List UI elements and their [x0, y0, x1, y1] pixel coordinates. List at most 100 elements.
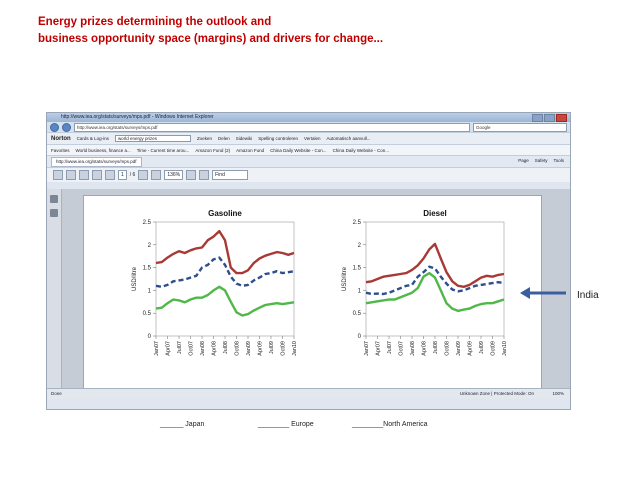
toolbar-item-search[interactable]: Zoeken	[196, 136, 212, 141]
zoom-out-icon[interactable]	[138, 170, 149, 180]
y-tick-label: 1.5	[353, 266, 362, 272]
legend-japan: ______ Japan	[160, 421, 205, 428]
x-tick-label: Jul07	[177, 341, 183, 354]
google-search-field[interactable]: world energy prizes	[114, 135, 191, 142]
x-tick-label: Apr07	[376, 341, 382, 356]
favorites-bar: Favorites World business, finance a... T…	[47, 144, 570, 155]
save-icon[interactable]	[53, 170, 63, 180]
x-tick-label: Oct07	[399, 341, 405, 356]
browser-window: http://www.iea.org/stats/surveys/mps.pdf…	[46, 112, 571, 410]
attachments-icon[interactable]	[50, 209, 58, 217]
address-bar[interactable]: http://www.iea.org/stats/surveys/mps.pdf	[74, 122, 470, 132]
forward-button[interactable]	[62, 122, 71, 132]
status-text: Done	[51, 391, 62, 396]
norton-toolbar: Norton Cards & Log-ins world energy priz…	[47, 132, 570, 144]
series-line-japan	[365, 242, 505, 289]
x-tick-label: Jul07	[387, 341, 393, 354]
minimize-button[interactable]	[532, 114, 543, 122]
y-tick-label: 0.5	[353, 311, 362, 317]
slide-title-line2: business opportunity space (margins) and…	[38, 33, 384, 45]
y-tick-label: 1.5	[143, 266, 152, 272]
x-tick-label: Oct07	[189, 341, 195, 356]
y-tick-label: 0	[358, 334, 362, 340]
x-tick-label: Jan10	[502, 341, 508, 356]
y-tick-label: 2.5	[143, 220, 152, 226]
x-tick-label: Apr09	[468, 341, 474, 356]
page-count: / 6	[129, 172, 136, 178]
pages-panel-icon[interactable]	[50, 195, 58, 203]
favorite-link[interactable]: China Daily Website - Con...	[332, 147, 390, 153]
fit-width-icon[interactable]	[199, 170, 210, 180]
pdf-viewer: Gasoline 0 0.5 1 1.5 2 2.5 USD/litre Jan07 Apr07 J…	[47, 189, 570, 399]
x-tick-label: Jan07	[154, 341, 160, 356]
window-titlebar: http://www.iea.org/stats/surveys/mps.pdf…	[47, 113, 570, 122]
window-controls	[532, 114, 567, 122]
toolbar-item-autofill[interactable]: Automatisch aanvull...	[326, 136, 371, 141]
toolbar-item-sidewiki[interactable]: Sidewiki	[235, 136, 253, 141]
pdf-charts: Gasoline 0 0.5 1 1.5 2 2.5 USD/litre Jan07 Apr07 J…	[132, 209, 508, 356]
zoom-level[interactable]: 100%	[552, 391, 564, 396]
legend-europe: ________ Europe	[258, 421, 314, 428]
toolbar-item-translate[interactable]: Vertalen	[304, 136, 321, 141]
email-icon[interactable]	[79, 170, 89, 180]
tools-menu[interactable]: Tools	[553, 158, 564, 163]
prev-page-icon[interactable]	[92, 170, 102, 180]
toolbar-item-share[interactable]: Delen	[217, 136, 230, 141]
norton-logo[interactable]: Norton	[51, 135, 71, 142]
security-zone: Unknown Zone | Protected Mode: On	[459, 391, 534, 396]
series-line-north-america	[365, 271, 505, 313]
pdf-sidebar	[47, 189, 62, 399]
x-tick-label: Jan08	[410, 341, 416, 356]
x-tick-label: Jan09	[456, 341, 462, 356]
x-tick-label: Apr09	[258, 341, 264, 356]
y-tick-label: 2	[148, 243, 152, 249]
identity-button[interactable]: Cards & Log-ins	[76, 136, 109, 141]
x-tick-label: Oct09	[281, 341, 287, 356]
y-tick-label: 1	[148, 288, 152, 294]
browser-search-input[interactable]: Google	[473, 122, 567, 132]
legend-north-america: ________North America	[352, 421, 428, 428]
next-page-icon[interactable]	[105, 170, 115, 180]
pdf-page: Gasoline 0 0.5 1 1.5 2 2.5 USD/litre Jan07 Apr07 J…	[83, 195, 542, 395]
print-icon[interactable]	[66, 170, 76, 180]
series-line-north-america	[155, 285, 295, 317]
x-tick-label: Jul09	[269, 341, 275, 354]
x-tick-label: Oct08	[445, 341, 451, 356]
address-row: http://www.iea.org/stats/surveys/mps.pdf…	[47, 122, 570, 132]
series-line-europe	[365, 265, 505, 296]
back-button[interactable]	[50, 122, 59, 132]
x-tick-label: Jul08	[433, 341, 439, 354]
arrow-icon	[520, 287, 566, 299]
x-tick-label: Jan10	[292, 341, 298, 356]
x-tick-label: Jan08	[200, 341, 206, 356]
page-menu[interactable]: Page	[518, 158, 529, 163]
series-line-japan	[155, 229, 295, 275]
x-tick-label: Jul09	[479, 341, 485, 354]
status-bar: Done Unknown Zone | Protected Mode: On 1…	[47, 388, 570, 399]
close-button[interactable]	[556, 114, 567, 122]
fit-page-icon[interactable]	[186, 170, 197, 180]
favorites-button[interactable]: Favorites	[51, 147, 70, 153]
favorite-link[interactable]: World business, finance a...	[75, 147, 131, 153]
favorite-link[interactable]: Time - Current time arou...	[136, 147, 190, 153]
slide-title: Energy prizes determining the outlook an…	[38, 14, 383, 48]
x-tick-label: Jul08	[223, 341, 229, 354]
x-tick-label: Apr08	[212, 341, 218, 356]
favorite-link[interactable]: Amazon Fund (2)	[195, 147, 231, 153]
find-input[interactable]: Find	[212, 170, 249, 180]
chart-title: Gasoline	[208, 209, 242, 218]
window-title: http://www.iea.org/stats/surveys/mps.pdf…	[61, 114, 214, 120]
zoom-in-icon[interactable]	[151, 170, 162, 180]
page-number-input[interactable]: 1	[118, 170, 127, 180]
maximize-button[interactable]	[544, 114, 555, 122]
y-tick-label: 2	[358, 243, 362, 249]
favorite-link[interactable]: Amazon Fund	[236, 147, 265, 153]
tab-pdf[interactable]: http://www.iea.org/stats/surveys/mps.pdf	[51, 156, 142, 167]
y-tick-label: 0.5	[143, 311, 152, 317]
favorite-link[interactable]: China Daily Website - Con...	[270, 147, 327, 153]
y-tick-label: 1	[358, 288, 362, 294]
toolbar-item-spelling[interactable]: Spelling controleren	[258, 136, 299, 141]
safety-menu[interactable]: Safety	[534, 158, 548, 163]
chart-title: Diesel	[423, 209, 447, 218]
zoom-select[interactable]: 136%	[164, 170, 184, 180]
